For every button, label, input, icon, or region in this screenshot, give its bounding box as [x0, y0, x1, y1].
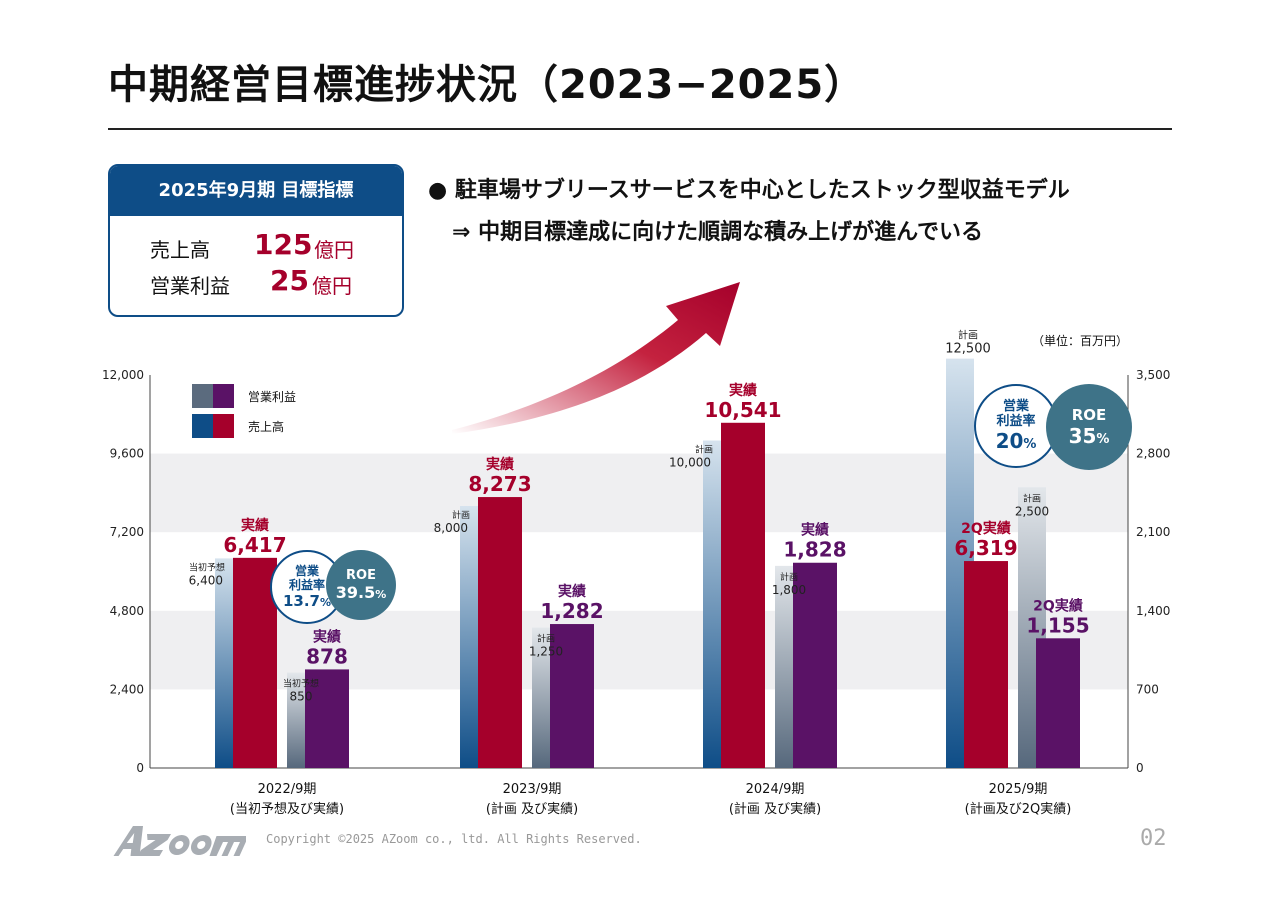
- profit-actual-value: 1,155: [1026, 613, 1089, 637]
- azoom-logo: [113, 826, 246, 856]
- right-tick-label: 3,500: [1136, 368, 1170, 382]
- margin-label-2022: 営業 利益率: [288, 564, 325, 592]
- right-tick-label: 0: [1136, 761, 1144, 775]
- profit-actual-value: 1,828: [783, 538, 846, 562]
- roe-bubble-2025: ROE 35%: [1046, 384, 1132, 470]
- chart-bars: [215, 358, 1080, 768]
- sales-actual-tag: 実績: [241, 517, 269, 534]
- sales-plan-tag: 計画: [695, 444, 713, 456]
- sales-plan-value: 12,500: [945, 342, 991, 357]
- x-category-sublabel: (計画 及び実績): [486, 801, 578, 817]
- legend-sales-label: 売上高: [248, 420, 285, 434]
- target-box-heading: 2025年9月期 目標指標: [110, 166, 402, 216]
- legend-profit-swatch: [192, 384, 234, 408]
- profit-actual-bar: [305, 669, 349, 768]
- sales-actual-tag: 実績: [486, 456, 514, 473]
- operating-margin-bubble-2025: 営業 利益率 20%: [974, 384, 1058, 468]
- x-category-label: 2025/9期: [989, 782, 1048, 797]
- margin-label-2025: 営業 利益率: [996, 399, 1036, 429]
- profit-plan-value: 1,800: [772, 583, 806, 597]
- target-profit-label: 営業利益: [150, 274, 230, 298]
- sales-actual-value: 10,541: [704, 398, 781, 422]
- profit-plan-tag: 当初予想: [283, 678, 319, 690]
- sales-plan-value: 10,000: [669, 456, 711, 470]
- chart-labels: 実績6,417実績878当初予想6,400当初予想8502022/9期(当初予想…: [189, 329, 1090, 817]
- profit-actual-value: 1,282: [540, 599, 603, 623]
- right-tick-label: 700: [1136, 682, 1159, 696]
- right-tick-label: 1,400: [1136, 604, 1170, 618]
- target-sales-unit: 億円: [314, 238, 354, 262]
- left-tick-label: 2,400: [110, 682, 144, 696]
- target-profit-value: 25: [270, 264, 309, 297]
- margin-value-2022: 13.7%: [282, 592, 332, 610]
- right-tick-label: 2,800: [1136, 447, 1170, 461]
- target-indicator-box: 2025年9月期 目標指標 売上高 125 億円 営業利益 25 億円: [108, 164, 404, 317]
- sales-actual-value: 6,417: [223, 533, 286, 557]
- message-line-2: ⇒ 中期目標達成に向けた順調な積み上げが進んでいる: [452, 220, 983, 245]
- target-sales-label: 売上高: [150, 238, 210, 262]
- roe-bubble-2022: ROE 39.5%: [326, 550, 396, 620]
- left-tick-label: 9,600: [110, 447, 144, 461]
- x-category-label: 2022/9期: [258, 782, 317, 797]
- profit-plan-tag: 計画: [537, 633, 555, 645]
- margin-value-2025: 20%: [995, 429, 1037, 453]
- sales-plan-tag: 当初予想: [189, 561, 225, 573]
- profit-actual-tag: 2Q実績: [1033, 597, 1083, 614]
- profit-actual-bar: [793, 562, 837, 768]
- sales-actual-bar: [478, 497, 522, 768]
- left-tick-label: 7,200: [110, 525, 144, 539]
- left-tick-label: 4,800: [110, 604, 144, 618]
- x-category-sublabel: (当初予想及び実績): [230, 801, 344, 817]
- x-category-label: 2023/9期: [503, 782, 562, 797]
- sales-plan-value: 8,000: [434, 521, 468, 535]
- legend-sales-swatch: [192, 414, 234, 438]
- sales-actual-tag: 実績: [729, 382, 757, 399]
- profit-actual-tag: 実績: [558, 583, 586, 600]
- profit-plan-value: 1,250: [529, 645, 563, 659]
- x-category-label: 2024/9期: [746, 782, 805, 797]
- profit-plan-value: 2,500: [1015, 504, 1049, 518]
- sales-actual-bar: [233, 557, 277, 768]
- sales-actual-value: 8,273: [468, 472, 531, 496]
- message-line-1: ● 駐車場サブリースサービスを中心としたストック型収益モデル: [428, 178, 1070, 203]
- operating-margin-bubble-2022: 営業 利益率 13.7%: [270, 550, 344, 624]
- sales-actual-tag: 2Q実績: [961, 520, 1011, 537]
- sales-actual-bar: [964, 561, 1008, 768]
- sales-plan-value: 6,400: [189, 573, 223, 587]
- profit-actual-bar: [550, 624, 594, 768]
- profit-actual-tag: 実績: [313, 628, 341, 645]
- copyright-text: Copyright ©2025 AZoom co., ltd. All Righ…: [266, 832, 642, 846]
- right-tick-label: 2,100: [1136, 525, 1170, 539]
- roe-label-2022: ROE: [346, 568, 376, 583]
- x-category-sublabel: (計画 及び実績): [729, 801, 821, 817]
- roe-label-2025: ROE: [1071, 406, 1107, 424]
- title-divider: [108, 128, 1172, 130]
- legend-profit-label: 営業利益: [248, 390, 297, 404]
- sales-actual-value: 6,319: [954, 536, 1017, 560]
- profit-plan-tag: 計画: [780, 571, 798, 583]
- sales-actual-bar: [721, 422, 765, 768]
- sales-plan-tag: 計画: [452, 509, 470, 521]
- profit-actual-value: 878: [306, 644, 348, 668]
- sales-plan-tag: 計画: [958, 329, 978, 342]
- roe-value-2025: 35%: [1068, 424, 1110, 448]
- profit-plan-value: 850: [290, 690, 313, 704]
- roe-value-2022: 39.5%: [335, 583, 387, 602]
- x-category-sublabel: (計画及び2Q実績): [965, 801, 1072, 817]
- target-sales-value: 125: [254, 228, 313, 261]
- page-title: 中期経営目標進捗状況（2023−2025）: [108, 62, 866, 108]
- unit-note: （単位：百万円）: [1032, 334, 1129, 348]
- left-tick-label: 12,000: [102, 368, 144, 382]
- target-profit-unit: 億円: [312, 274, 352, 298]
- profit-actual-tag: 実績: [801, 522, 829, 539]
- profit-actual-bar: [1036, 638, 1080, 768]
- growth-arrow-icon: [452, 282, 740, 434]
- left-tick-label: 0: [136, 761, 144, 775]
- profit-plan-tag: 計画: [1023, 492, 1041, 504]
- page-number: 02: [1140, 826, 1167, 851]
